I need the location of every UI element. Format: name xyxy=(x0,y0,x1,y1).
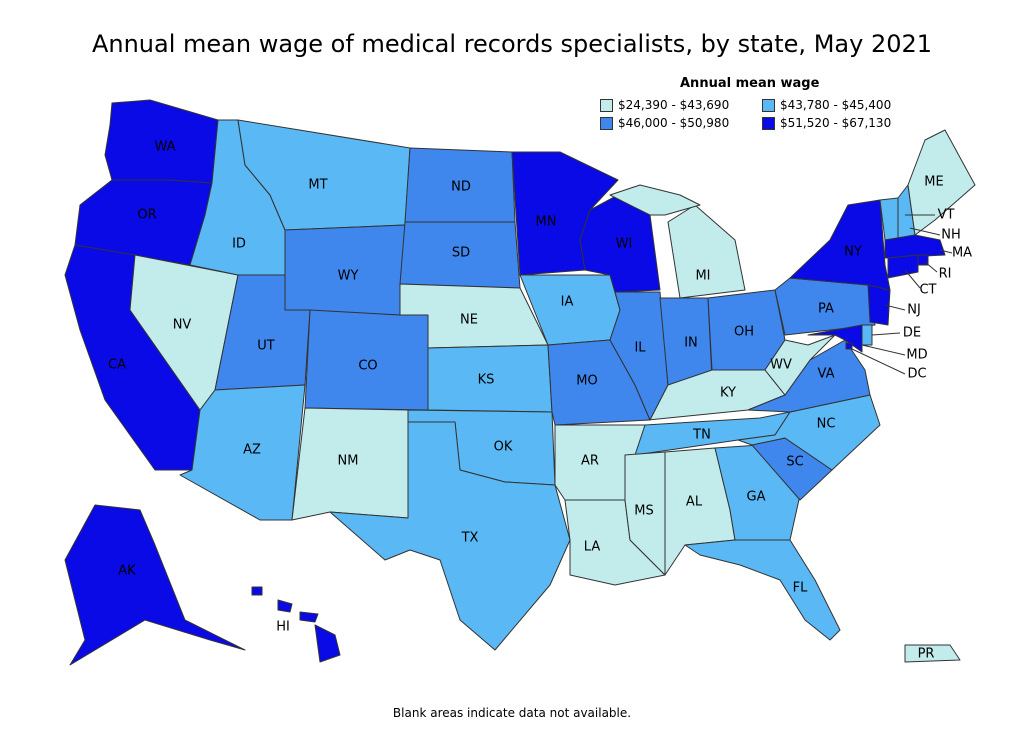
label-in: IN xyxy=(684,336,698,351)
legend-label-2: $43,780 - $45,400 xyxy=(780,98,892,112)
label-ia: IA xyxy=(561,295,574,310)
leader-md xyxy=(861,344,906,356)
label-mi: MI xyxy=(695,269,710,284)
label-al: AL xyxy=(686,495,703,510)
legend-item-4: $51,520 - $67,130 xyxy=(762,116,891,130)
legend-title: Annual mean wage xyxy=(680,76,820,91)
state-ct[interactable] xyxy=(887,254,919,279)
label-ms: MS xyxy=(634,504,653,519)
state-dc[interactable] xyxy=(845,342,853,350)
label-nh: NH xyxy=(941,228,961,243)
label-wa: WA xyxy=(154,140,175,155)
label-co: CO xyxy=(358,359,377,374)
state-nj[interactable] xyxy=(867,284,891,326)
label-dc: DC xyxy=(907,367,926,382)
label-wi: WI xyxy=(616,237,633,252)
leader-dc xyxy=(851,348,906,375)
legend-swatch-2 xyxy=(762,98,775,112)
legend-swatch-1 xyxy=(600,98,613,112)
legend-item-1: $24,390 - $43,690 xyxy=(600,98,729,112)
label-id: ID xyxy=(232,237,246,252)
legend-label-4: $51,520 - $67,130 xyxy=(780,116,892,130)
label-fl: FL xyxy=(793,581,808,596)
label-il: IL xyxy=(634,341,646,356)
label-mt: MT xyxy=(308,178,327,193)
legend-swatch-3 xyxy=(600,116,613,130)
label-nj: NJ xyxy=(907,303,921,318)
label-ca: CA xyxy=(108,358,126,373)
label-va: VA xyxy=(818,367,835,382)
label-nm: NM xyxy=(338,454,359,469)
state-pr[interactable] xyxy=(904,644,961,663)
label-az: AZ xyxy=(243,443,261,458)
label-ga: GA xyxy=(747,490,766,505)
label-ks: KS xyxy=(478,373,495,388)
footnote: Blank areas indicate data not available. xyxy=(392,706,632,720)
label-de: DE xyxy=(903,326,921,341)
label-me: ME xyxy=(924,175,943,190)
legend-label-1: $24,390 - $43,690 xyxy=(618,98,730,112)
state-az[interactable] xyxy=(179,384,306,521)
label-la: LA xyxy=(584,540,601,555)
map-title: Annual mean wage of medical records spec… xyxy=(91,30,933,58)
legend-item-2: $43,780 - $45,400 xyxy=(762,98,891,112)
state-ma[interactable] xyxy=(884,234,946,259)
label-ri: RI xyxy=(939,267,952,282)
label-md: MD xyxy=(906,348,927,363)
label-tn: TN xyxy=(692,428,711,443)
leader-ri xyxy=(924,261,938,273)
label-ny: NY xyxy=(844,245,862,260)
state-nc[interactable] xyxy=(737,394,881,471)
label-wy: WY xyxy=(338,269,359,284)
label-wv: WV xyxy=(770,358,792,373)
legend-label-3: $46,000 - $50,980 xyxy=(618,116,730,130)
label-ct: CT xyxy=(919,283,936,298)
legend-swatch-4 xyxy=(762,116,775,130)
state-ny[interactable] xyxy=(789,199,891,291)
leader-nh xyxy=(909,227,941,236)
leader-nj xyxy=(884,304,906,311)
state-hi-kauai[interactable] xyxy=(251,586,263,596)
label-vt: VT xyxy=(938,208,955,223)
state-fl[interactable] xyxy=(684,539,841,641)
label-nv: NV xyxy=(173,318,192,333)
label-ar: AR xyxy=(581,454,599,469)
label-sc: SC xyxy=(786,455,803,470)
state-tx[interactable] xyxy=(329,421,571,651)
label-hi: HI xyxy=(276,620,290,635)
state-md[interactable] xyxy=(807,324,863,353)
label-nc: NC xyxy=(817,417,836,432)
leader-ct xyxy=(904,269,921,289)
label-ok: OK xyxy=(494,440,513,455)
legend-item-3: $46,000 - $50,980 xyxy=(600,116,729,130)
label-pr: PR xyxy=(918,647,935,662)
state-hi-maui[interactable] xyxy=(299,611,319,623)
state-mi-upper[interactable] xyxy=(609,184,701,216)
state-wi[interactable] xyxy=(579,194,661,293)
label-sd: SD xyxy=(452,246,470,261)
label-ut: UT xyxy=(257,339,275,354)
state-ms[interactable] xyxy=(624,451,666,576)
state-hi-oahu[interactable] xyxy=(277,599,293,613)
leader-ma xyxy=(939,249,953,254)
state-hi[interactable] xyxy=(314,624,341,663)
label-ak: AK xyxy=(118,564,136,579)
label-mo: MO xyxy=(576,374,597,389)
label-tx: TX xyxy=(461,531,479,546)
label-ma: MA xyxy=(952,246,972,261)
state-de[interactable] xyxy=(861,324,873,346)
label-nd: ND xyxy=(451,180,471,195)
leader-de xyxy=(871,332,901,336)
label-ky: KY xyxy=(720,386,736,401)
label-or: OR xyxy=(137,208,156,223)
label-oh: OH xyxy=(734,325,754,340)
state-mi[interactable] xyxy=(667,204,746,299)
label-ne: NE xyxy=(460,313,478,328)
label-mn: MN xyxy=(536,215,557,230)
state-ak[interactable] xyxy=(64,504,246,666)
label-pa: PA xyxy=(818,302,834,317)
